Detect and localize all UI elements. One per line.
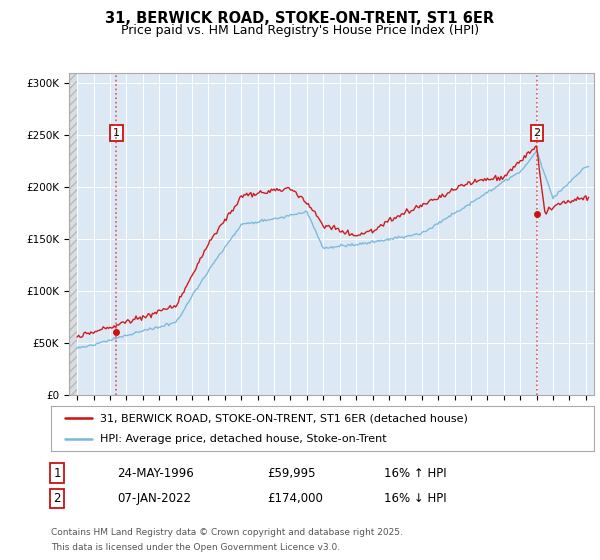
Text: This data is licensed under the Open Government Licence v3.0.: This data is licensed under the Open Gov…	[51, 543, 340, 552]
Bar	[69, 73, 77, 395]
Text: 07-JAN-2022: 07-JAN-2022	[117, 492, 191, 505]
Text: HPI: Average price, detached house, Stoke-on-Trent: HPI: Average price, detached house, Stok…	[100, 433, 386, 444]
Text: 2: 2	[53, 492, 61, 505]
Text: 1: 1	[113, 128, 120, 138]
Text: 31, BERWICK ROAD, STOKE-ON-TRENT, ST1 6ER (detached house): 31, BERWICK ROAD, STOKE-ON-TRENT, ST1 6E…	[100, 413, 468, 423]
Text: 1: 1	[53, 466, 61, 480]
Text: 2: 2	[533, 128, 541, 138]
Text: £59,995: £59,995	[267, 466, 316, 480]
Text: 31, BERWICK ROAD, STOKE-ON-TRENT, ST1 6ER: 31, BERWICK ROAD, STOKE-ON-TRENT, ST1 6E…	[106, 11, 494, 26]
Text: 24-MAY-1996: 24-MAY-1996	[117, 466, 194, 480]
Text: Contains HM Land Registry data © Crown copyright and database right 2025.: Contains HM Land Registry data © Crown c…	[51, 528, 403, 536]
Text: 16% ↓ HPI: 16% ↓ HPI	[384, 492, 446, 505]
Text: Price paid vs. HM Land Registry's House Price Index (HPI): Price paid vs. HM Land Registry's House …	[121, 24, 479, 36]
Text: £174,000: £174,000	[267, 492, 323, 505]
Text: 16% ↑ HPI: 16% ↑ HPI	[384, 466, 446, 480]
